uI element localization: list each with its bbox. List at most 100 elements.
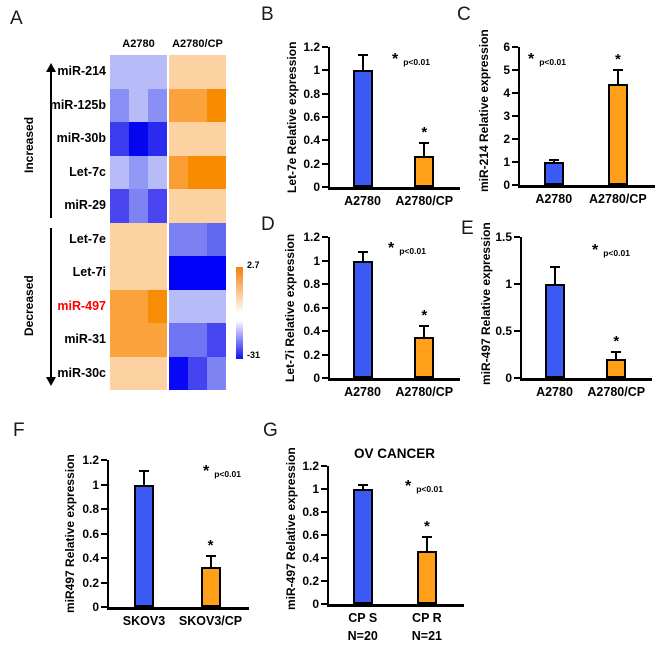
decreased-arrow <box>50 228 52 378</box>
heatmap-cell <box>129 122 148 156</box>
panel-a: A A2780 A2780/CP Increased Decreased miR… <box>0 0 260 410</box>
error-bar <box>615 352 618 360</box>
y-tick-mark <box>322 69 328 72</box>
heatmap-cell <box>129 222 148 256</box>
bar <box>414 155 435 187</box>
panel-e-plot: 0 0.5 1 1.5 A2780 * A2780/CP * p<0.01 <box>495 230 652 399</box>
y-tick-mark <box>514 283 520 285</box>
heatmap-cell <box>169 155 188 189</box>
error-bar <box>143 472 145 485</box>
panel-e-letter: E <box>461 218 474 239</box>
bar <box>352 70 373 187</box>
heatmap-cell <box>148 122 167 156</box>
y-tick-mark <box>322 283 328 285</box>
x-category-label: A2780/CP <box>587 383 645 401</box>
error-bar <box>209 556 212 567</box>
heatmap-row-label: miR-30c <box>57 365 106 380</box>
bar <box>134 484 154 607</box>
heatmap-cell <box>207 356 226 390</box>
heatmap-row: Let-7e <box>0 222 226 256</box>
heatmap-cell <box>110 289 129 323</box>
heatmap-cell <box>188 222 207 256</box>
pvalue-annotation: * p<0.01 <box>392 51 430 69</box>
x-category-line: CP S <box>348 611 378 625</box>
heatmap-cell <box>169 323 188 357</box>
y-tick-mark <box>321 511 327 513</box>
panel-f-plot: 0 0.2 0.4 0.6 0.8 1 1.2 SKOV3 * SKOV3/CP * p<0.01 <box>82 453 249 628</box>
panel-b: B Let-7e Relative expression 0 0.2 0.4 0.6 0… <box>253 2 467 208</box>
error-bar-cap <box>611 350 622 353</box>
y-tick-mark <box>514 236 520 238</box>
heatmap-cell <box>207 155 226 189</box>
y-tick-label: 0.2 <box>303 156 320 171</box>
heatmap-cell <box>188 55 207 89</box>
heatmap-cell <box>207 323 226 357</box>
y-tick-label: 1 <box>92 477 99 492</box>
error-bar-cap <box>548 158 559 161</box>
y-tick-label: 1 <box>505 277 512 291</box>
x-category-line: SKOV3 <box>122 614 166 628</box>
error-bar-cap <box>612 69 623 72</box>
panel-b-ylabel: Let-7e Relative expression <box>285 41 299 193</box>
x-category-line: A2780/CP <box>395 194 454 208</box>
y-tick-mark <box>512 92 518 94</box>
heatmap-cell <box>188 122 207 156</box>
y-tick-mark <box>101 557 107 559</box>
heatmap-cell <box>188 323 207 357</box>
y-tick-mark <box>322 116 328 118</box>
significance-asterisk: * <box>423 518 430 536</box>
heatmap-cell <box>129 289 148 323</box>
bar <box>543 162 564 185</box>
x-category-line: A2780 <box>344 385 381 399</box>
error-bar <box>361 253 364 261</box>
y-tick-label: 1.2 <box>303 230 320 244</box>
heatmap-row: miR-29 <box>0 189 226 223</box>
heatmap-cell <box>148 323 167 357</box>
x-category-label: CP R N=21 <box>412 609 442 645</box>
x-category-line: A2780/CP <box>395 385 454 399</box>
heatmap-row: miR-31 <box>0 323 226 357</box>
y-tick-mark <box>101 532 107 535</box>
error-bar-cap <box>139 470 149 473</box>
panel-f-letter: F <box>13 420 25 441</box>
x-category-label: A2780/CP <box>589 190 647 208</box>
error-bar-cap <box>357 483 368 486</box>
heatmap-cell <box>148 55 167 89</box>
y-tick-label: 0.5 <box>495 324 512 338</box>
pvalue-annotation: * p<0.01 <box>528 51 566 69</box>
colorbar-max-label: 2.7 <box>247 260 260 270</box>
y-tick-mark <box>514 377 520 379</box>
error-bar <box>425 538 428 552</box>
y-tick-mark <box>321 488 327 490</box>
x-category-label: A2780 <box>536 383 573 401</box>
y-tick-label: 0.8 <box>303 277 320 291</box>
y-tick-label: 4 <box>503 86 510 100</box>
heatmap-cell <box>148 256 167 290</box>
heatmap-cell <box>148 289 167 323</box>
y-tick-label: 0.4 <box>303 133 320 148</box>
heatmap-cell <box>110 356 129 390</box>
heatmap-cell <box>207 189 226 223</box>
error-bar-cap <box>357 54 368 57</box>
y-tick-mark <box>101 459 107 461</box>
heatmap-cell <box>188 155 207 189</box>
heatmap-row: miR-125b <box>0 88 226 122</box>
bar <box>606 359 627 378</box>
heatmap-cell <box>110 256 129 290</box>
significance-asterisk: * <box>614 51 621 69</box>
increased-arrow <box>50 71 52 218</box>
y-tick-mark <box>322 162 328 165</box>
panel-c-letter: C <box>457 4 471 25</box>
heatmap-cell <box>188 256 207 290</box>
x-category-label: SKOV3 <box>123 612 165 630</box>
bar <box>352 489 373 604</box>
heatmap-cell <box>207 88 226 122</box>
heatmap-row: miR-30b <box>0 122 226 156</box>
heatmap-cell <box>148 155 167 189</box>
y-tick-label: 0 <box>313 371 320 385</box>
significance-asterisk: * <box>421 123 428 141</box>
y-tick-mark <box>512 46 518 48</box>
significance-asterisk: * <box>613 332 620 350</box>
y-tick-mark <box>322 139 328 142</box>
y-tick-label: 0 <box>505 371 512 385</box>
